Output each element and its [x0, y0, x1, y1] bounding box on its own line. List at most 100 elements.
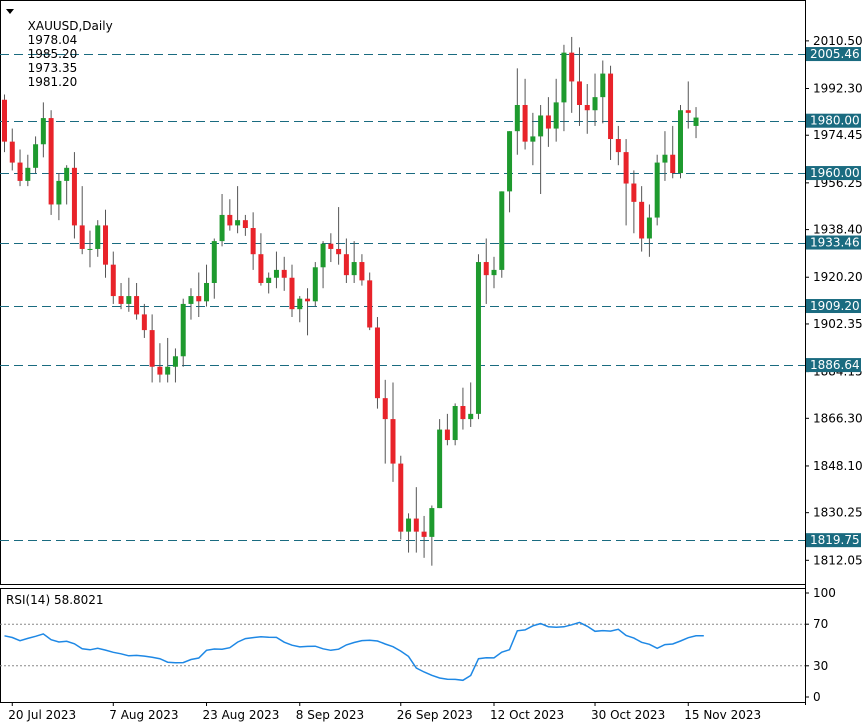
ohlc-low: 1973.35 — [27, 61, 78, 75]
time-tick-label: 26 Sep 2023 — [397, 708, 473, 722]
candle-bull — [561, 52, 567, 103]
candle-bear — [421, 531, 427, 537]
rsi-tick-label: 100 — [813, 586, 836, 600]
candle-bull — [64, 167, 70, 181]
candle-bull — [514, 104, 520, 132]
candle-bear — [48, 118, 54, 205]
time-tick-label: 30 Oct 2023 — [591, 708, 665, 722]
time-tick-label: 12 Oct 2023 — [490, 708, 564, 722]
price-tick-label: 1830.25 — [813, 506, 863, 520]
level-label: 2005.46 — [810, 47, 860, 61]
candle-bear — [149, 330, 155, 367]
level-label-box — [806, 113, 861, 128]
candle-bear — [336, 248, 342, 255]
candle-bull — [646, 217, 652, 239]
candle-bull — [406, 518, 412, 532]
candle-bear — [608, 73, 614, 140]
candle-bear — [444, 429, 450, 441]
candle-bear — [343, 254, 349, 276]
candle-bull — [468, 413, 474, 420]
candle-bear — [281, 269, 287, 278]
candle-bear — [390, 419, 396, 464]
candle-bear — [79, 225, 85, 249]
level-label: 1980.00 — [810, 114, 860, 128]
candle-bear — [460, 406, 466, 420]
level-label-box — [806, 533, 861, 548]
candle-bear — [631, 183, 637, 202]
candle-bear — [576, 81, 582, 105]
candle-bull — [693, 117, 699, 126]
candle-bear — [398, 463, 404, 532]
time-axis: 20 Jul 2023 7 Aug 2023 23 Aug 2023 8 Sep 20… — [8, 702, 761, 722]
price-axis: 2010.501992.301974.451956.251938.401920.… — [805, 34, 863, 567]
candle-bull — [600, 73, 606, 98]
candle-bear — [9, 141, 15, 163]
ohlc-close: 1981.20 — [27, 75, 78, 89]
candle-bear — [103, 225, 109, 265]
symbol-menu-triangle-icon[interactable] — [6, 9, 14, 14]
rsi-panel — [0, 588, 806, 703]
candle-bull — [553, 102, 559, 129]
price-tick-label: 1866.30 — [813, 411, 863, 425]
price-tick-label: 1812.05 — [813, 553, 863, 567]
candle-bear — [382, 398, 388, 420]
candle-bull — [180, 303, 186, 357]
candle-bear — [2, 99, 7, 142]
candle-bull — [662, 154, 668, 163]
candle-bull — [654, 162, 660, 218]
ohlc-high: 1985.20 — [27, 47, 78, 61]
level-label: 1933.46 — [810, 236, 860, 250]
level-label-box — [806, 299, 861, 314]
price-tick-label: 2010.50 — [813, 34, 863, 48]
time-tick-label: 8 Sep 2023 — [296, 708, 364, 722]
candle-bull — [188, 296, 194, 304]
candle-bear — [17, 162, 23, 181]
candle-bull — [538, 115, 544, 137]
candle-bear — [157, 366, 163, 375]
candle-bear — [71, 167, 77, 226]
candle-bear — [623, 152, 629, 184]
candle-bear — [227, 214, 233, 226]
candle-bull — [312, 267, 318, 302]
candle-bear — [367, 280, 373, 328]
candlestick-series — [2, 36, 699, 566]
candle-bull — [56, 180, 62, 205]
candle-bear — [670, 154, 676, 174]
candle-bull — [677, 110, 683, 174]
candle-bear — [545, 115, 551, 129]
candle-bear — [196, 296, 202, 302]
candle-bull — [592, 97, 598, 111]
price-tick-label: 1920.20 — [813, 270, 863, 284]
level-label-box — [806, 47, 861, 62]
candle-bear — [569, 52, 575, 82]
candle-bull — [437, 429, 443, 509]
rsi-tick-label: 0 — [813, 690, 821, 704]
candle-bear — [359, 262, 365, 281]
candle-bear — [413, 518, 419, 532]
candle-bull — [40, 118, 46, 145]
candle-bear — [242, 220, 248, 229]
price-tick-label: 1974.45 — [813, 128, 863, 142]
candle-bull — [126, 296, 132, 304]
candle-bear — [141, 314, 147, 331]
level-label-box — [806, 166, 861, 181]
rsi-series — [0, 621, 805, 682]
rsi-header: RSI(14) 58.8021 — [6, 593, 104, 607]
candle-bull — [320, 243, 326, 268]
level-label: 1819.75 — [810, 533, 860, 547]
candle-bear — [134, 296, 140, 315]
candle-bull — [491, 269, 497, 276]
candle-bull — [507, 131, 513, 192]
time-tick-label: 15 Nov 2023 — [684, 708, 761, 722]
time-tick-label: 7 Aug 2023 — [109, 708, 178, 722]
candle-bull — [211, 241, 217, 283]
time-tick-label: 23 Aug 2023 — [203, 708, 280, 722]
price-tick-label: 1848.10 — [813, 459, 863, 473]
candle-bull — [530, 136, 536, 142]
candle-bear — [305, 298, 311, 302]
level-label: 1909.20 — [810, 299, 860, 313]
candle-bull — [429, 508, 435, 537]
candle-bear — [110, 264, 116, 297]
candle-bull — [95, 225, 101, 249]
